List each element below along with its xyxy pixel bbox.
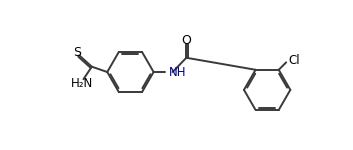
- Text: O: O: [181, 34, 191, 47]
- Text: S: S: [73, 46, 81, 59]
- Text: Cl: Cl: [288, 54, 300, 67]
- Text: H₂N: H₂N: [71, 77, 93, 90]
- Text: NH: NH: [169, 66, 186, 79]
